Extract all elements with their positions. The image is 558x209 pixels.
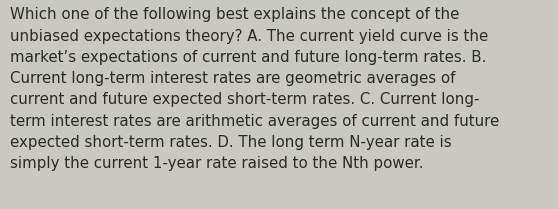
- Text: Which one of the following best explains the concept of the
unbiased expectation: Which one of the following best explains…: [10, 7, 499, 171]
